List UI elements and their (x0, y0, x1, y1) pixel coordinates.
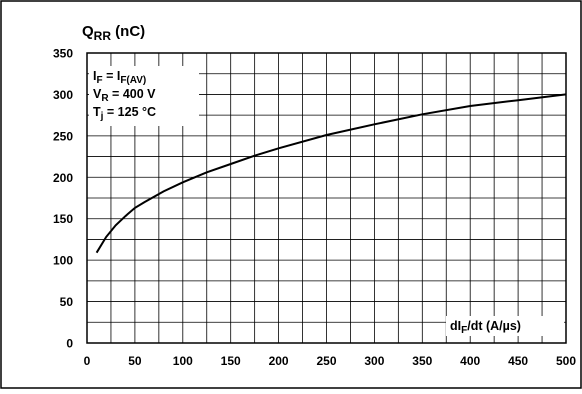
y-tick-label: 100 (53, 254, 73, 268)
condition-text: Tj = 125 °C (93, 105, 156, 122)
y-tick-label: 250 (53, 129, 73, 143)
y-tick-label: 0 (66, 337, 73, 351)
x-axis-label-box (446, 316, 564, 336)
x-tick-label: 100 (173, 354, 193, 368)
y-tick-label: 300 (53, 88, 73, 102)
x-tick-label: 350 (412, 354, 432, 368)
condition-part: T (93, 105, 101, 119)
y-tick-label: 50 (60, 295, 74, 309)
x-tick-label: 200 (269, 354, 289, 368)
x-tick-label: 500 (556, 354, 576, 368)
x-tick-label: 400 (460, 354, 480, 368)
conditions-legend: IF = IF(AV)VR = 400 VTj = 125 °C (93, 69, 156, 122)
condition-part: = 400 V (109, 87, 157, 101)
condition-part: R (101, 93, 109, 104)
series-line (95, 93, 567, 254)
x-tick-label: 150 (221, 354, 241, 368)
x-axis-title-a: dI (450, 319, 461, 333)
x-tick-label: 300 (364, 354, 384, 368)
condition-text: IF = IF(AV) (93, 69, 146, 86)
y-tick-label: 150 (53, 212, 73, 226)
y-axis-title-unit: (nC) (111, 23, 145, 40)
x-axis-title-b: /dt (A/µs) (467, 319, 521, 333)
x-tick-label: 0 (84, 354, 91, 368)
conditions-box (89, 66, 199, 126)
x-tick-label: 50 (128, 354, 142, 368)
condition-part: j (100, 111, 104, 122)
y-tick-label: 350 (53, 47, 73, 61)
x-tick-label: 450 (508, 354, 528, 368)
x-tick-label: 250 (316, 354, 336, 368)
condition-part: = I (103, 69, 121, 83)
x-axis-title-sub: F (461, 325, 467, 336)
x-axis-title: dIF/dt (A/µs) (450, 319, 521, 336)
plot-frame (86, 52, 567, 344)
condition-part: F(AV) (120, 75, 146, 86)
condition-part: I (93, 69, 96, 83)
y-axis-title-main: Q (82, 23, 94, 40)
y-axis-title: QRR (nC) (82, 23, 145, 43)
condition-part: F (96, 75, 102, 86)
tick-labels: 0 50 100 150 200 250 300 350 400 450 500 0 50 100 150 2… (53, 47, 576, 369)
condition-part: = 125 °C (103, 105, 156, 119)
condition-part: V (93, 87, 102, 101)
y-axis-title-sub: RR (94, 29, 112, 43)
condition-text: VR = 400 V (93, 87, 156, 104)
y-tick-label: 200 (53, 171, 73, 185)
